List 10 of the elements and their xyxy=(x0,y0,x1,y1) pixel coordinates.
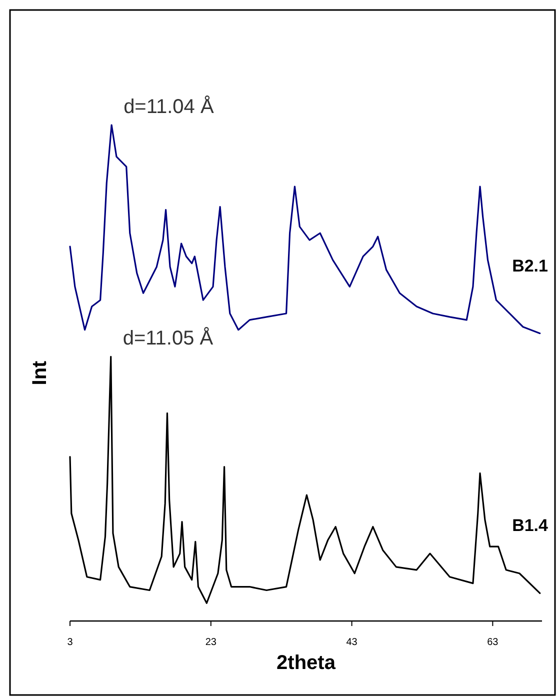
annotation: d=11.05 Å xyxy=(122,326,214,350)
series-label: B1.4 xyxy=(512,516,549,536)
x-tick-label: 43 xyxy=(346,637,358,648)
annotation: d=11.04 Å xyxy=(124,95,214,118)
x-tick-label: 3 xyxy=(67,637,74,648)
x-axis-title: 2theta xyxy=(276,652,336,674)
y-axis-title: Int xyxy=(29,360,51,386)
series-label: B2.1 xyxy=(512,256,548,276)
x-tick-label: 23 xyxy=(205,637,217,648)
x-tick-label: 63 xyxy=(487,637,499,648)
